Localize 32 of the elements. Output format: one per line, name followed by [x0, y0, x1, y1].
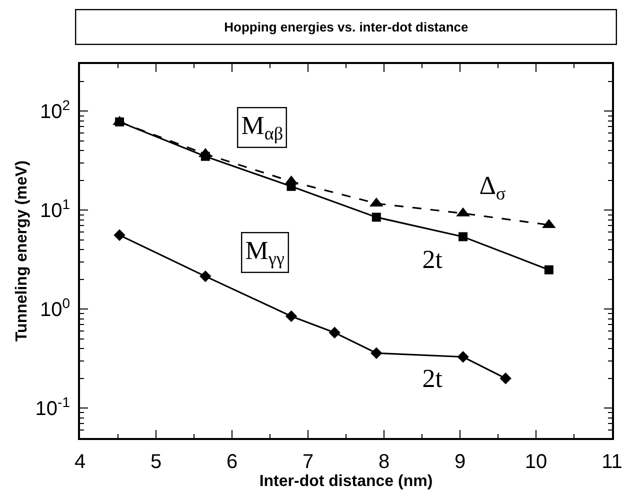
- point: [370, 347, 382, 359]
- point: [200, 270, 212, 282]
- x-tick-label: 7: [302, 451, 314, 473]
- x-tick-label: 4: [74, 451, 86, 473]
- y-tick-label: 10$^{0}$: [40, 294, 70, 322]
- point: [285, 310, 298, 322]
- x-tick-label: 5: [150, 451, 162, 473]
- annotation: 2t: [422, 364, 444, 394]
- point: [114, 229, 126, 241]
- point: [115, 117, 124, 126]
- y-tick-label: 10$^{-1}$: [35, 394, 70, 420]
- annotation: 2t: [422, 245, 444, 274]
- x-tick-label: 9: [454, 451, 466, 473]
- chart-title: Hopping energies vs. inter-dot distance: [224, 20, 468, 35]
- point: [328, 326, 340, 338]
- x-axis-title: Inter-dot distance (nm): [259, 473, 433, 490]
- annotation: M$_{αβ}$: [241, 111, 284, 144]
- y-tick-label: 10$^{2}$: [40, 96, 70, 124]
- point: [544, 265, 554, 274]
- x-tick-label: 8: [378, 451, 390, 473]
- x-tick-label: 10: [524, 451, 548, 473]
- annotation: Δ$_{σ}$: [479, 171, 506, 204]
- point: [372, 212, 381, 222]
- point: [200, 152, 210, 161]
- y-tick-label: 10$^{1}$: [40, 196, 70, 222]
- point: [457, 351, 469, 363]
- x-tick-label: 11: [602, 451, 622, 473]
- x-tick-label: 6: [226, 451, 238, 473]
- y-axis-title: Tunneling energy (meV): [14, 160, 31, 342]
- annotation: M$_{γγ}$: [245, 236, 284, 269]
- point: [458, 232, 468, 242]
- point: [500, 372, 512, 384]
